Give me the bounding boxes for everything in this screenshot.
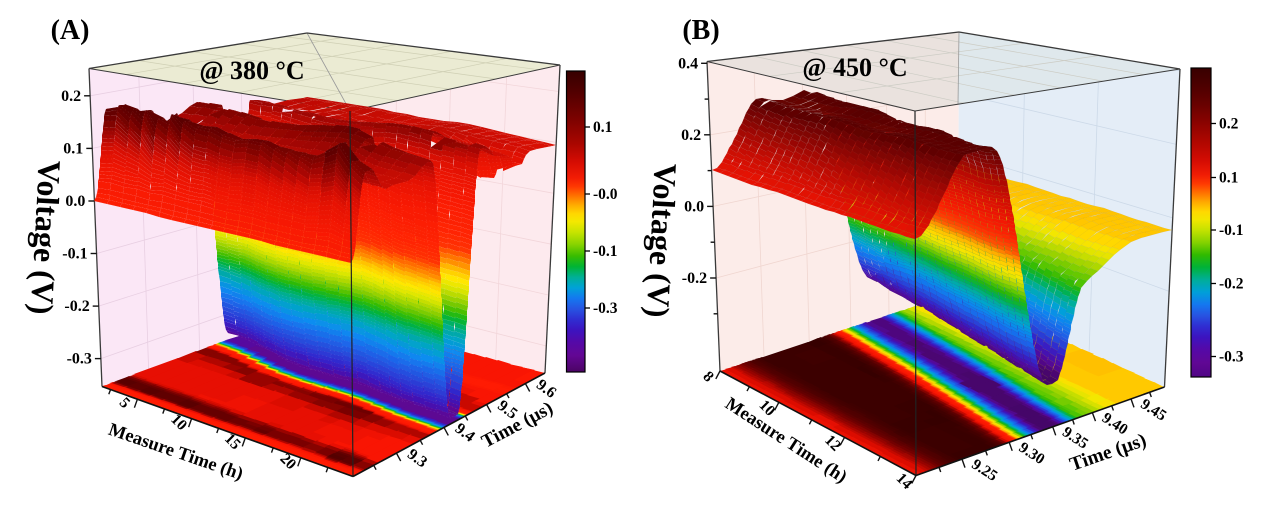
svg-text:-0.1: -0.1 bbox=[1219, 222, 1244, 239]
svg-text:-0.3: -0.3 bbox=[67, 351, 92, 368]
svg-text:0.2: 0.2 bbox=[61, 88, 81, 105]
svg-text:Voltage (V): Voltage (V) bbox=[640, 163, 684, 319]
svg-text:-0.3: -0.3 bbox=[1219, 349, 1244, 366]
svg-text:-0.3: -0.3 bbox=[593, 300, 618, 317]
svg-text:@ 380 °C: @ 380 °C bbox=[199, 56, 304, 85]
svg-text:-0.2: -0.2 bbox=[64, 298, 89, 315]
svg-text:0.1: 0.1 bbox=[593, 119, 612, 136]
svg-text:Voltage (V): Voltage (V) bbox=[24, 160, 68, 316]
svg-text:(A): (A) bbox=[51, 15, 90, 46]
svg-text:0.0: 0.0 bbox=[65, 193, 85, 210]
svg-text:0.1: 0.1 bbox=[1219, 170, 1238, 187]
svg-text:(B): (B) bbox=[682, 15, 719, 46]
svg-text:-0.1: -0.1 bbox=[593, 243, 618, 260]
svg-text:@ 450 °C: @ 450 °C bbox=[802, 53, 907, 82]
svg-text:0.0: 0.0 bbox=[684, 198, 704, 215]
svg-text:-0.1: -0.1 bbox=[62, 246, 87, 263]
svg-text:-0.2: -0.2 bbox=[1219, 276, 1244, 293]
svg-text:-0.2: -0.2 bbox=[682, 270, 707, 287]
svg-text:0.2: 0.2 bbox=[1219, 116, 1239, 133]
svg-text:0.2: 0.2 bbox=[681, 127, 701, 144]
svg-text:0.4: 0.4 bbox=[678, 55, 698, 72]
svg-text:0.1: 0.1 bbox=[63, 140, 83, 157]
svg-text:-0.0: -0.0 bbox=[593, 186, 618, 203]
